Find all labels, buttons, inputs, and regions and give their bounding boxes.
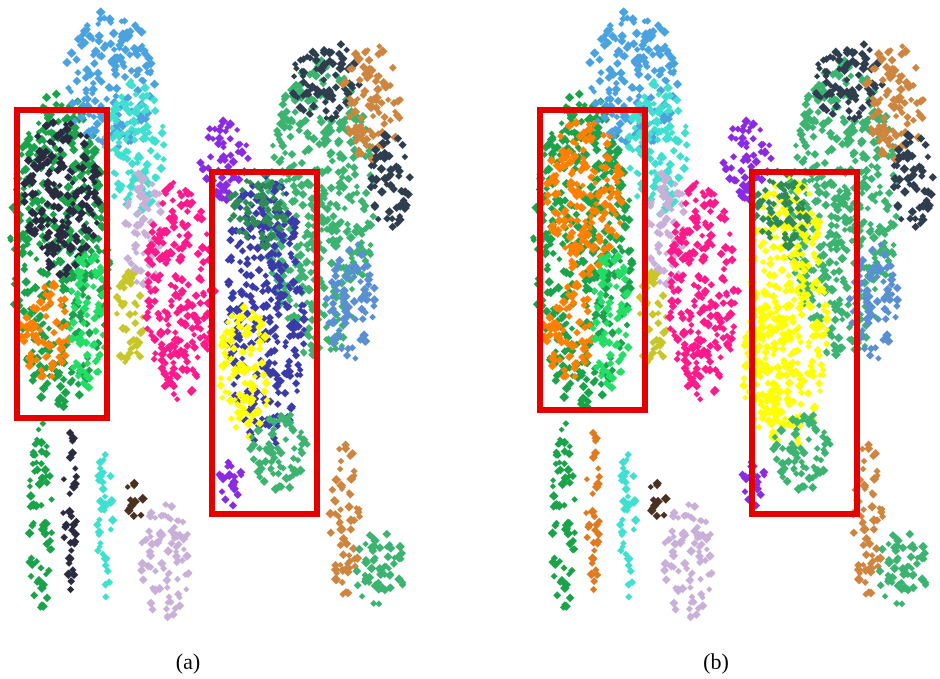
panel-label: (b) — [703, 649, 729, 674]
point-cluster — [215, 459, 245, 510]
point-cluster — [137, 501, 192, 621]
point-cluster — [616, 451, 641, 601]
page: (a) (b) (() => { const data = JSON.parse… — [0, 0, 940, 679]
point-cluster — [352, 530, 406, 608]
point-cluster — [862, 43, 927, 164]
panel-b — [530, 7, 937, 621]
point-cluster — [124, 479, 148, 520]
point-cluster — [647, 479, 671, 520]
point-cluster — [25, 420, 56, 611]
point-cluster — [583, 429, 603, 593]
point-cluster — [875, 530, 929, 608]
point-cluster — [339, 43, 404, 164]
point-cluster — [142, 180, 219, 403]
point-cluster — [745, 169, 832, 453]
point-cluster — [93, 451, 118, 601]
point-cluster — [660, 501, 715, 621]
figure: (a) (b) — [0, 0, 940, 679]
point-cluster — [222, 169, 309, 453]
point-cluster — [548, 420, 579, 611]
point-cluster — [60, 429, 80, 593]
point-cluster — [665, 180, 742, 403]
panel-label: (a) — [176, 649, 200, 674]
